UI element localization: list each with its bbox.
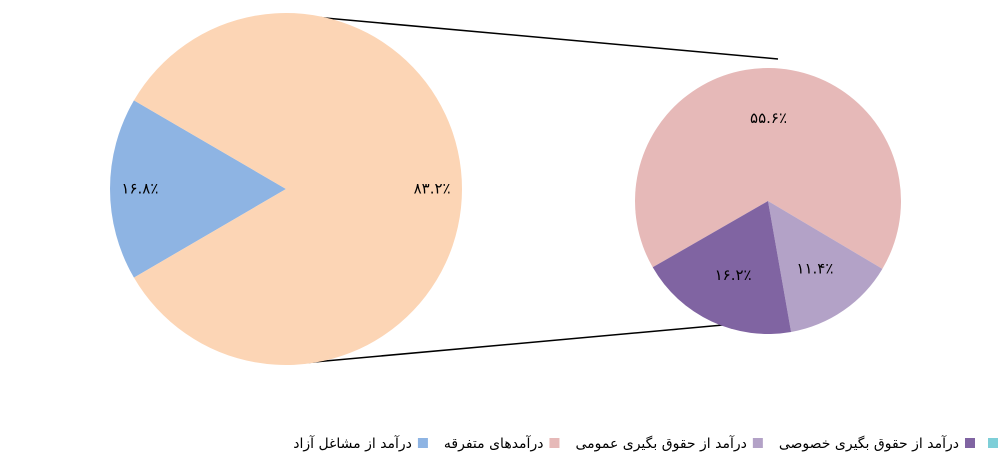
pie-slice — [768, 201, 883, 332]
pie-slice — [133, 13, 463, 366]
pie-slice — [634, 68, 901, 269]
connector — [302, 319, 779, 364]
legend-label: درآمد از حقوق بگیری خصوصی — [779, 435, 959, 452]
legend-label: درآمدهای متفرقه — [444, 435, 544, 452]
legend-label: درآمد از مشاغل آزاد — [293, 435, 412, 452]
legend-swatch — [752, 438, 763, 448]
data-label: ۱۱.۴٪ — [796, 259, 833, 277]
legend-swatch — [965, 438, 975, 448]
legend-swatch — [988, 438, 998, 448]
data-label: ۵۵.۶٪ — [750, 109, 787, 127]
pie-slice — [652, 201, 792, 335]
legend-swatch — [417, 438, 428, 448]
data-label: ۱۶.۸٪ — [121, 180, 158, 198]
pie-slice — [109, 100, 286, 278]
connector — [302, 15, 779, 60]
legend-label: درآمد از حقوق بگیری عمومی — [575, 435, 746, 452]
data-label: ۱۶.۲٪ — [715, 266, 752, 284]
data-label: ۸۳.۲٪ — [414, 180, 451, 198]
legend-swatch — [549, 438, 560, 448]
